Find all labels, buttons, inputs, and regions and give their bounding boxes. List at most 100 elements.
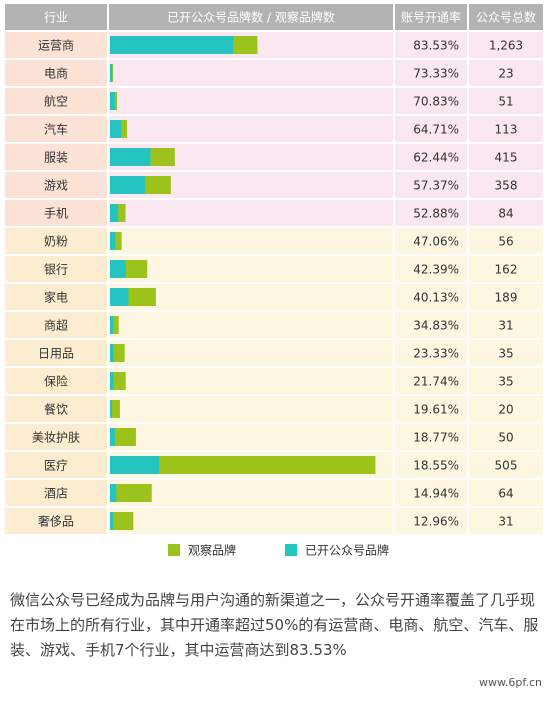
bar: [110, 148, 151, 166]
row-cell: [469, 144, 543, 170]
row-cell: [5, 396, 107, 422]
bar: [110, 400, 112, 418]
bar: [110, 344, 114, 362]
category-label: 家电: [44, 290, 68, 305]
rate-label: 70.83%: [413, 95, 459, 109]
rate-label: 14.94%: [413, 487, 459, 501]
category-label: 手机: [44, 207, 68, 221]
bar: [110, 204, 119, 222]
header-cell: [5, 4, 107, 30]
row-cell: [469, 424, 543, 450]
row-cell: [469, 340, 543, 366]
legend-label: 已开公众号品牌: [305, 544, 389, 558]
row-cell: [5, 480, 107, 506]
legend-swatch: [168, 544, 180, 556]
header-label: 已开公众号品牌数 / 观察品牌数: [167, 10, 335, 25]
row-cell: [395, 368, 467, 394]
total-label: 113: [495, 123, 518, 137]
row-cell: [469, 368, 543, 394]
row-cell: [5, 256, 107, 282]
bar: [110, 36, 234, 54]
rate-label: 64.71%: [413, 123, 459, 137]
rate-label: 34.83%: [413, 319, 459, 333]
total-label: 56: [498, 235, 513, 249]
row-cell: [5, 144, 107, 170]
total-label: 51: [498, 95, 513, 109]
row-cell: [5, 340, 107, 366]
row-cell: [469, 88, 543, 114]
row-cell: [5, 32, 107, 58]
rate-label: 52.88%: [413, 207, 459, 221]
category-label: 运营商: [38, 38, 74, 53]
row-cell: [469, 480, 543, 506]
watermark: www.6pf.cn: [478, 676, 542, 689]
bar: [110, 288, 129, 306]
legend-swatch: [285, 544, 297, 556]
category-label: 医疗: [44, 459, 68, 473]
total-label: 358: [495, 179, 518, 193]
category-label: 日用品: [38, 347, 74, 361]
bar: [110, 232, 116, 250]
row-cell: [469, 284, 543, 310]
total-label: 189: [495, 291, 518, 305]
total-label: 35: [498, 375, 513, 389]
category-label: 餐饮: [44, 402, 68, 417]
row-cell: [395, 144, 467, 170]
row-cell: [109, 116, 393, 142]
category-label: 银行: [44, 263, 68, 277]
row-cell: [469, 200, 543, 226]
header-label: 行业: [44, 11, 68, 25]
row-cell: [469, 116, 543, 142]
rate-label: 19.61%: [413, 403, 459, 417]
category-label: 奢侈品: [38, 515, 74, 529]
rate-label: 73.33%: [413, 67, 459, 81]
bar: [110, 400, 120, 418]
total-label: 35: [498, 347, 513, 361]
row-cell: [109, 88, 393, 114]
caption: 微信公众号已经成为品牌与用户沟通的新渠道之一，公众号开通率覆盖了几乎现在市场上的…: [10, 591, 539, 659]
row-cell: [109, 368, 393, 394]
row-cell: [109, 228, 393, 254]
row-cell: [395, 424, 467, 450]
row-cell: [5, 116, 107, 142]
total-label: 415: [495, 151, 518, 165]
row-cell: [5, 508, 107, 534]
category-label: 汽车: [44, 122, 68, 137]
row-cell: [109, 312, 393, 338]
row-cell: [5, 200, 107, 226]
bar: [110, 512, 114, 530]
bar: [110, 484, 152, 502]
category-label: 游戏: [44, 179, 68, 193]
row-cell: [5, 424, 107, 450]
rate-label: 40.13%: [413, 291, 459, 305]
row-cell: [469, 228, 543, 254]
row-cell: [109, 508, 393, 534]
row-cell: [469, 452, 543, 478]
category-label: 服装: [44, 151, 68, 165]
header-cell: [469, 4, 543, 30]
row-cell: [395, 396, 467, 422]
row-cell: [469, 32, 543, 58]
total-label: 20: [498, 403, 513, 417]
total-label: 23: [498, 67, 513, 81]
total-label: 84: [498, 207, 513, 221]
row-cell: [395, 172, 467, 198]
row-cell: [469, 508, 543, 534]
total-label: 31: [498, 515, 513, 529]
row-cell: [395, 32, 467, 58]
total-label: 64: [498, 487, 513, 501]
row-cell: [5, 60, 107, 86]
row-cell: [469, 60, 543, 86]
category-label: 奶粉: [44, 235, 68, 249]
row-cell: [5, 368, 107, 394]
row-cell: [395, 452, 467, 478]
row-cell: [395, 60, 467, 86]
row-cell: [5, 228, 107, 254]
total-label: 50: [498, 431, 513, 445]
bar: [110, 344, 125, 362]
total-label: 162: [495, 263, 518, 277]
row-cell: [395, 312, 467, 338]
row-cell: [109, 480, 393, 506]
category-label: 商超: [44, 318, 68, 333]
